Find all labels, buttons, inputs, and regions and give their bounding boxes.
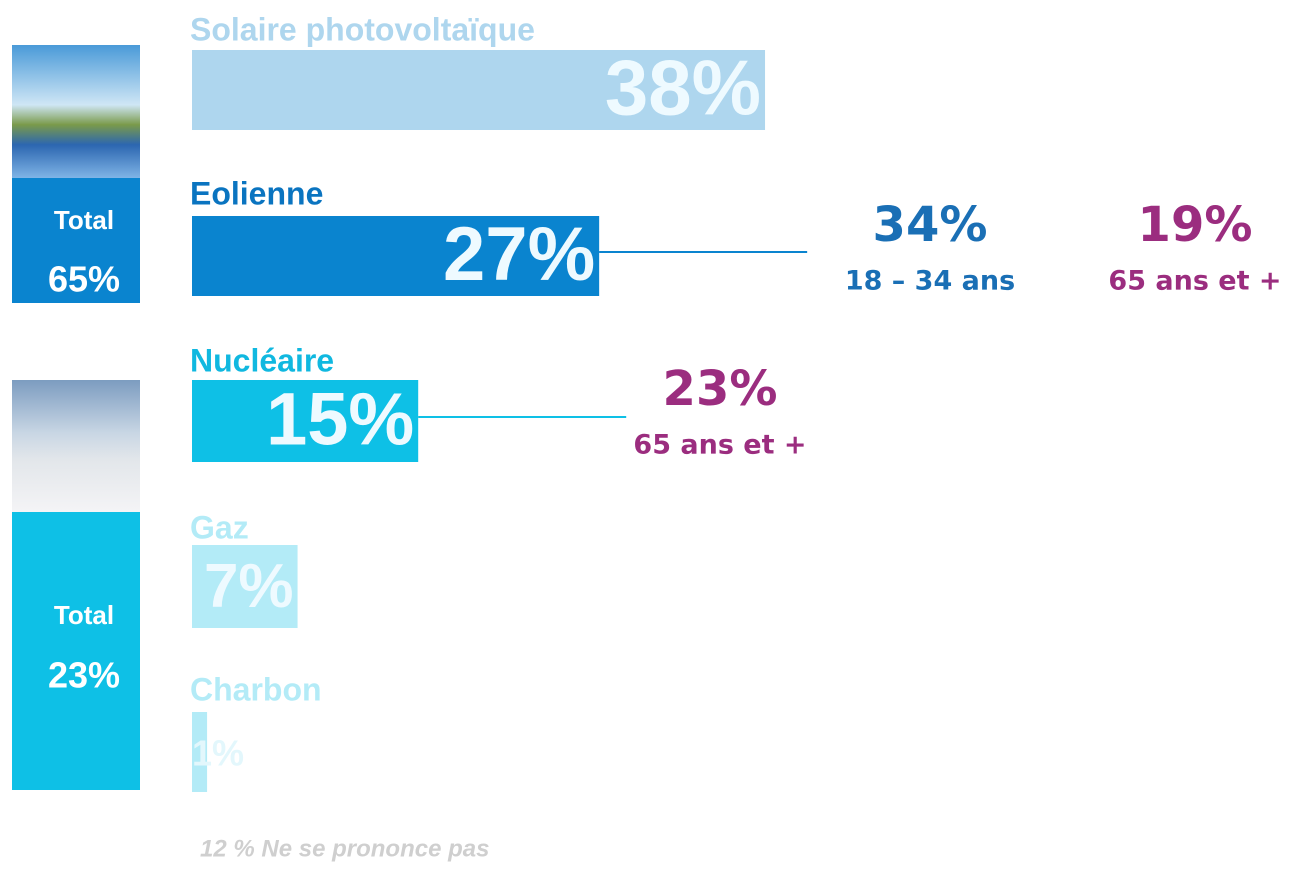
total-title: Total <box>54 205 114 235</box>
bar <box>192 50 766 130</box>
detail-group: 18 – 34 ans <box>845 266 1015 297</box>
detail-value: 34% <box>873 197 988 253</box>
nuclear-photo <box>12 380 140 512</box>
category-label: Solaire photovoltaïque <box>190 11 535 47</box>
value-label: 1% <box>192 733 244 774</box>
total-title: Total <box>54 600 114 630</box>
category-label: Nucléaire <box>190 342 334 378</box>
category-label: Gaz <box>190 509 249 545</box>
bar <box>192 216 600 296</box>
detail-group: 65 ans et + <box>633 430 806 461</box>
category-label: Eolienne <box>190 175 323 211</box>
value-label: 15% <box>266 378 414 461</box>
total-box <box>12 512 140 790</box>
solar-wind-photo <box>12 45 140 178</box>
value-label: 27% <box>443 212 595 297</box>
category-label: Charbon <box>190 671 322 707</box>
value-label: 38% <box>605 44 761 132</box>
value-label: 7% <box>204 552 294 621</box>
detail-value: 23% <box>663 361 778 417</box>
bar <box>192 380 419 462</box>
total-value: 65% <box>48 259 120 300</box>
footnote: 12 % Ne se prononce pas <box>200 835 489 862</box>
total-value: 23% <box>48 655 120 696</box>
total-box <box>12 178 140 303</box>
detail-value: 19% <box>1138 197 1253 253</box>
detail-group: 65 ans et + <box>1108 266 1281 297</box>
bar <box>192 712 208 792</box>
bar <box>192 545 298 628</box>
